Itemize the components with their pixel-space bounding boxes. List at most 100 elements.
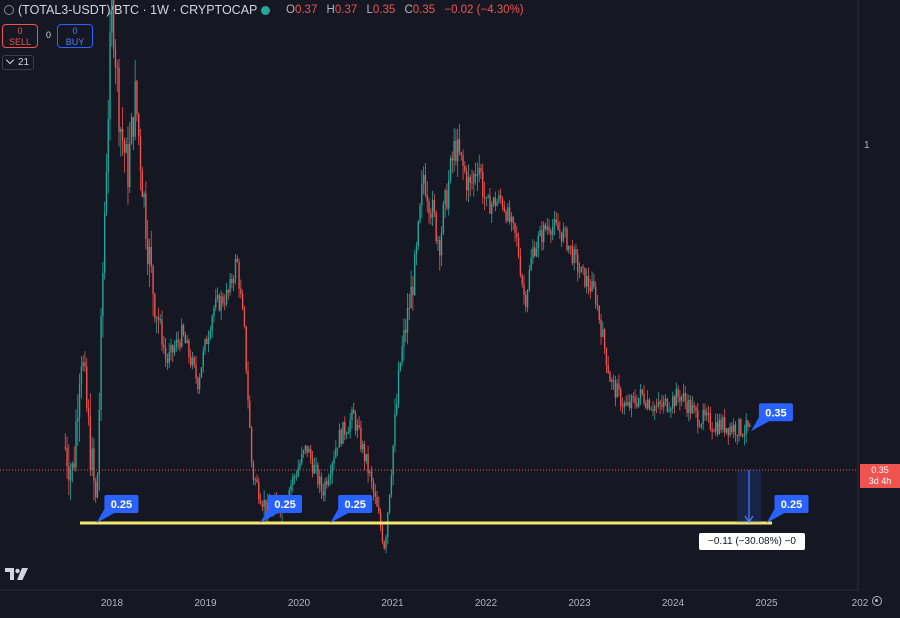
candle-body bbox=[634, 397, 636, 404]
candle-body bbox=[184, 334, 187, 344]
low-key: L bbox=[366, 4, 373, 16]
candle-body bbox=[397, 369, 400, 405]
candle-body bbox=[295, 476, 298, 478]
candle-body bbox=[218, 295, 221, 311]
candle-body bbox=[320, 476, 323, 492]
candle-body bbox=[207, 337, 210, 345]
candle-body bbox=[87, 408, 90, 417]
candle-body bbox=[379, 512, 382, 528]
candle-body bbox=[709, 413, 712, 429]
candle-body bbox=[560, 232, 563, 242]
candle-body bbox=[508, 207, 511, 222]
candle-body bbox=[442, 204, 445, 233]
callout-box[interactable] bbox=[758, 403, 793, 422]
candle-body bbox=[146, 238, 149, 264]
candle-body bbox=[663, 401, 665, 407]
callout-box[interactable] bbox=[268, 495, 303, 513]
candle-body bbox=[512, 216, 514, 224]
candle-body bbox=[252, 462, 255, 480]
candle-body bbox=[123, 140, 126, 153]
callout-box[interactable] bbox=[104, 495, 139, 513]
candle-body bbox=[374, 492, 376, 497]
candle-body bbox=[650, 409, 652, 411]
collapse-icon[interactable] bbox=[4, 5, 14, 15]
candle-body bbox=[118, 67, 120, 132]
x-tick-label: 2021 bbox=[381, 598, 404, 609]
candle-body bbox=[89, 416, 92, 471]
candle-body bbox=[673, 396, 676, 406]
candle-body bbox=[150, 246, 152, 267]
callout-label: 0.25 bbox=[111, 499, 132, 511]
candle-body bbox=[480, 168, 482, 172]
candle-body bbox=[688, 399, 690, 413]
candle-body bbox=[670, 408, 672, 411]
buy-button[interactable]: 0 BUY bbox=[57, 24, 93, 48]
candle-body bbox=[697, 410, 699, 427]
candle-body bbox=[293, 476, 296, 478]
candle-body bbox=[344, 421, 346, 435]
candle-body bbox=[250, 427, 253, 463]
candle-body bbox=[700, 423, 703, 427]
candle-body bbox=[387, 512, 389, 538]
candle-body bbox=[594, 287, 597, 304]
candle-body bbox=[301, 453, 303, 464]
settings-gear-icon[interactable] bbox=[872, 596, 882, 606]
candle-body bbox=[569, 245, 572, 247]
candle-body bbox=[399, 362, 402, 370]
candle-body bbox=[469, 176, 471, 183]
time-axis: 2018 2019 2020 2021 2022 2023 2024 2025 202 bbox=[101, 598, 869, 609]
candle-body bbox=[539, 230, 541, 236]
symbol-title[interactable]: (TOTAL3-USDT)/BTC · 1W · CRYPTOCAP bbox=[18, 3, 258, 17]
callout-box[interactable] bbox=[338, 495, 373, 513]
candle-body bbox=[602, 329, 604, 337]
candle-body bbox=[385, 537, 387, 549]
candle-body bbox=[354, 413, 357, 431]
candle-body bbox=[73, 463, 75, 468]
candle-body bbox=[458, 139, 461, 153]
candle-body bbox=[675, 389, 677, 406]
candle-body bbox=[170, 344, 172, 353]
candle-body bbox=[706, 412, 708, 416]
candle-body bbox=[329, 474, 332, 479]
sell-button[interactable]: 0 SELL bbox=[2, 24, 38, 48]
candle-body bbox=[145, 193, 147, 239]
candle-body bbox=[182, 325, 185, 335]
indicators-toggle[interactable]: 21 bbox=[2, 55, 34, 70]
candle-body bbox=[179, 342, 181, 347]
candle-body bbox=[161, 319, 163, 345]
callout-label: 0.25 bbox=[344, 499, 365, 511]
candle-body bbox=[510, 216, 513, 222]
candle-body bbox=[444, 190, 446, 205]
candle-body bbox=[164, 347, 167, 359]
candle-body bbox=[573, 249, 575, 264]
candle-body bbox=[677, 389, 679, 397]
candle-body bbox=[440, 232, 443, 256]
candle-body bbox=[103, 212, 106, 273]
candle-body bbox=[290, 484, 292, 491]
candle-body bbox=[465, 171, 468, 191]
candle-body bbox=[335, 448, 337, 458]
candle-body bbox=[702, 409, 704, 424]
callout-box[interactable] bbox=[774, 495, 809, 513]
candle-body bbox=[136, 81, 138, 115]
candle-body bbox=[498, 195, 500, 202]
chart-header: (TOTAL3-USDT)/BTC · 1W · CRYPTOCAP O0.37… bbox=[0, 0, 860, 22]
high-key: H bbox=[326, 4, 335, 16]
candle-body bbox=[632, 396, 634, 398]
candle-body bbox=[120, 129, 122, 132]
candle-body bbox=[652, 409, 654, 412]
candles bbox=[64, 0, 751, 554]
candle-body bbox=[327, 478, 330, 485]
candle-body bbox=[121, 129, 124, 141]
candle-body bbox=[69, 469, 72, 481]
candle-body bbox=[564, 228, 566, 230]
candle-body bbox=[225, 290, 228, 305]
candle-body bbox=[267, 502, 269, 515]
candle-body bbox=[577, 254, 579, 272]
candle-body bbox=[138, 114, 140, 137]
candle-body bbox=[449, 158, 452, 181]
candle-body bbox=[494, 197, 497, 206]
sell-label: SELL bbox=[8, 37, 32, 47]
candle-body bbox=[655, 406, 658, 408]
